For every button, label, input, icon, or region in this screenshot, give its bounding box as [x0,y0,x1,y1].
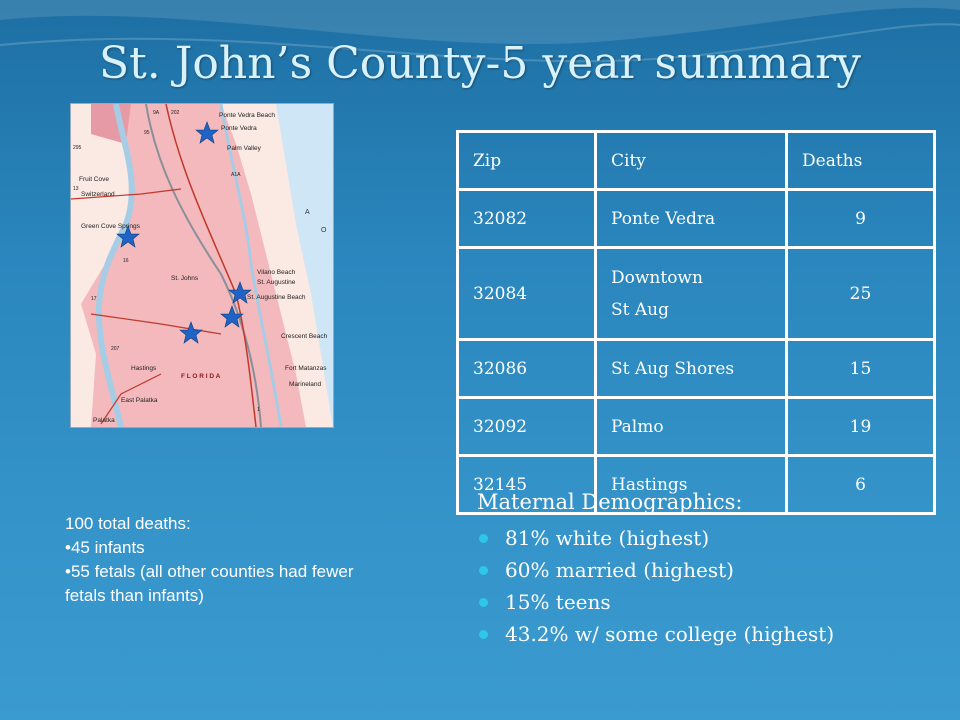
header-deaths: Deaths [785,130,936,191]
deaths-total: 100 total deaths: [65,514,191,533]
star-icon [179,321,203,344]
map-label: A [305,209,310,216]
map-label: Vilano Beach [257,269,296,276]
map-label: Palatka [93,417,115,424]
route-label: 295 [73,145,82,151]
route-label: 9A [153,110,160,116]
map-label: Crescent Beach [281,333,328,340]
map-label: Marineland [289,381,322,388]
route-label: 13 [73,186,79,192]
route-label: 16 [123,258,129,264]
florida-map: Ponte Vedra Beach Ponte Vedra Palm Valle… [70,103,334,428]
cell-deaths: 15 [785,338,936,399]
city-line: St Aug [611,299,669,320]
route-label: 202 [171,110,180,116]
map-graphic: Ponte Vedra Beach Ponte Vedra Palm Valle… [71,104,333,427]
deaths-summary: 100 total deaths: •45 infants •55 fetals… [65,512,355,608]
cell-city: Downtown St Aug [594,246,788,341]
cell-deaths: 9 [785,188,936,249]
map-label: Switzerland [81,191,115,198]
route-label: 207 [111,346,120,352]
cell-city: St Aug Shores [594,338,788,399]
cell-zip: 32084 [456,246,597,341]
list-item: 43.2% w/ some college (highest) [475,618,935,650]
deaths-infants: •45 infants [65,538,145,557]
route-label: 1 [257,407,260,413]
map-label: East Palatka [121,397,158,404]
route-label: 95 [144,130,150,136]
table-row: 32082 Ponte Vedra 9 [456,188,936,249]
map-label: Ponte Vedra [221,125,257,132]
cell-deaths: 19 [785,396,936,457]
cell-city: Ponte Vedra [594,188,788,249]
map-label: Fort Matanzas [285,365,327,372]
map-label: St. Johns [171,275,199,282]
header-zip: Zip [456,130,597,191]
list-item: 15% teens [475,586,935,618]
table-row: 32086 St Aug Shores 15 [456,338,936,399]
map-label: Green Cove Springs [81,223,141,230]
route-label: 17 [91,296,97,302]
cell-deaths: 25 [785,246,936,341]
star-icon [116,225,140,248]
background-wave [0,0,960,63]
header-city: City [594,130,788,191]
star-icon [195,121,219,144]
cell-zip: 32082 [456,188,597,249]
list-item: 60% married (highest) [475,554,935,586]
star-icon [220,305,244,328]
deaths-fetals: •55 fetals (all other counties had fewer… [65,562,354,605]
cell-zip: 32092 [456,396,597,457]
demographics-list: 81% white (highest) 60% married (highest… [475,522,935,650]
city-line: Downtown [611,267,703,288]
star-icon [228,281,252,304]
maternal-demographics: Maternal Demographics: 81% white (highes… [475,490,935,650]
map-label: O [321,227,327,234]
cell-zip: 32086 [456,338,597,399]
zip-deaths-table: Zip City Deaths 32082 Ponte Vedra 9 3208… [456,130,936,515]
map-label: F L O R I D A [181,373,221,380]
cell-city: Hastings [594,454,788,515]
table-header-row: Zip City Deaths [456,130,936,191]
map-label: Palm Valley [227,145,262,152]
map-label: Ponte Vedra Beach [219,112,275,119]
route-label: A1A [231,172,241,178]
table-row: 32145 Hastings 6 [456,454,936,515]
demographics-heading: Maternal Demographics: [477,490,743,514]
list-item: 81% white (highest) [475,522,935,554]
map-label: Hastings [131,365,157,372]
cell-city: Palmo [594,396,788,457]
map-label: Fruit Cove [79,176,109,183]
table-row: 32084 Downtown St Aug 25 [456,246,936,341]
cell-deaths: 6 [785,454,936,515]
map-label: St. Augustine [257,279,296,286]
cell-zip: 32145 [456,454,597,515]
table-row: 32092 Palmo 19 [456,396,936,457]
slide-title: St. John’s County-5 year summary [98,38,861,89]
map-label: St. Augustine Beach [247,294,306,301]
